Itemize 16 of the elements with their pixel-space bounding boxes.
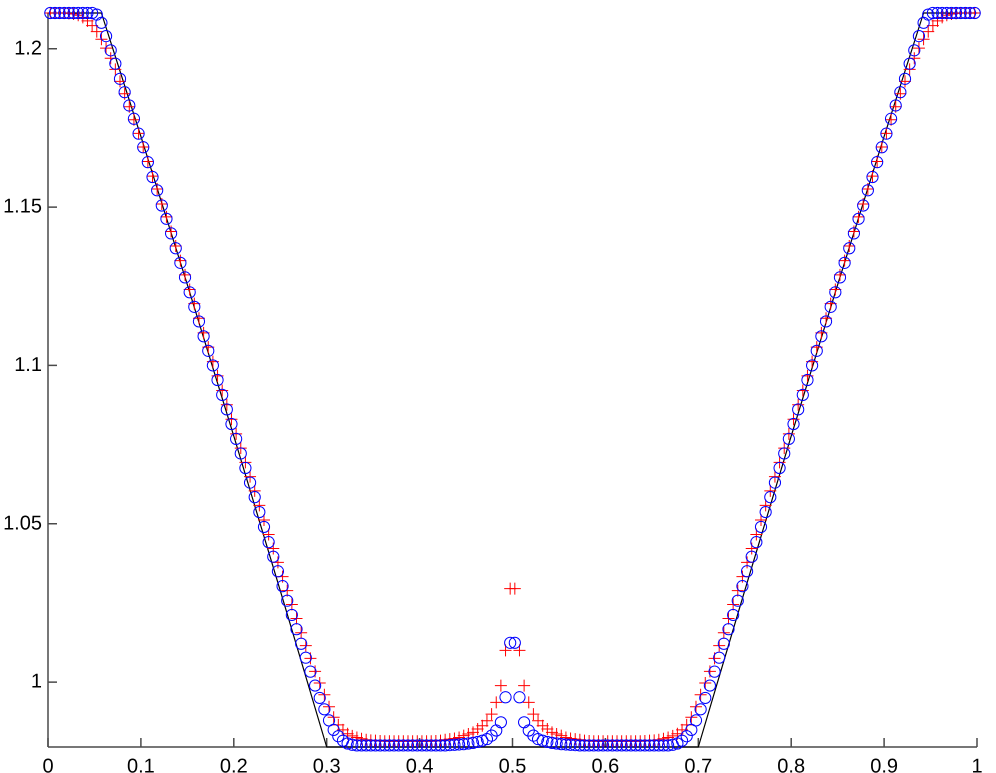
x-tick-label: 0.5 bbox=[498, 756, 526, 773]
x-tick-label: 1 bbox=[971, 756, 983, 773]
x-tick-label: 0.9 bbox=[870, 756, 898, 773]
x-tick-label: 0.7 bbox=[684, 756, 712, 773]
x-tick-label: 0 bbox=[42, 756, 54, 773]
x-tick-label: 0.8 bbox=[777, 756, 806, 773]
y-tick-label: 1.15 bbox=[3, 196, 42, 218]
x-tick-label: 0.6 bbox=[591, 756, 620, 773]
x-tick-label: 0.1 bbox=[126, 756, 155, 773]
x-tick-label: 0.3 bbox=[312, 756, 341, 773]
y-tick-label: 1.1 bbox=[14, 354, 42, 376]
y-tick-label: 1 bbox=[30, 670, 42, 693]
x-tick-label: 0.2 bbox=[220, 756, 248, 773]
y-tick-label: 1.2 bbox=[14, 37, 42, 60]
y-tick-label: 1.05 bbox=[3, 512, 42, 534]
x-tick-label: 0.4 bbox=[406, 756, 434, 773]
